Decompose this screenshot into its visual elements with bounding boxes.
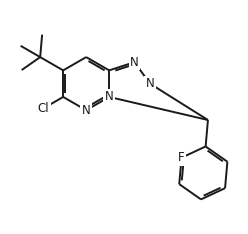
Text: N: N: [146, 77, 155, 90]
Text: N: N: [105, 91, 114, 103]
Text: Cl: Cl: [38, 102, 49, 115]
Text: N: N: [130, 56, 139, 69]
Text: N: N: [82, 104, 91, 117]
Text: F: F: [178, 151, 185, 164]
